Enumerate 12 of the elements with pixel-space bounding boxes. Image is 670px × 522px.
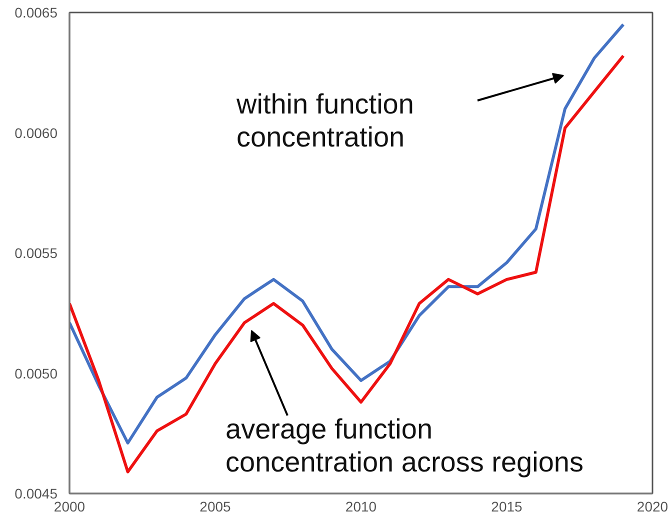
y-tick-label: 0.0055: [14, 245, 58, 261]
y-tick-label: 0.0065: [14, 4, 58, 20]
annotation: average function concentration across regions: [226, 414, 584, 478]
y-tick-label: 0.0050: [14, 365, 58, 382]
x-tick-label: 2005: [200, 498, 232, 514]
x-tick-label: 2015: [491, 498, 523, 514]
x-tick-label: 2000: [54, 498, 86, 514]
x-tick-label: 2020: [636, 498, 668, 514]
y-tick-label: 0.0045: [14, 486, 58, 502]
y-tick-label: 0.0060: [14, 124, 58, 141]
x-tick-label: 2010: [345, 498, 377, 514]
annotation: within function concentration: [236, 88, 414, 152]
